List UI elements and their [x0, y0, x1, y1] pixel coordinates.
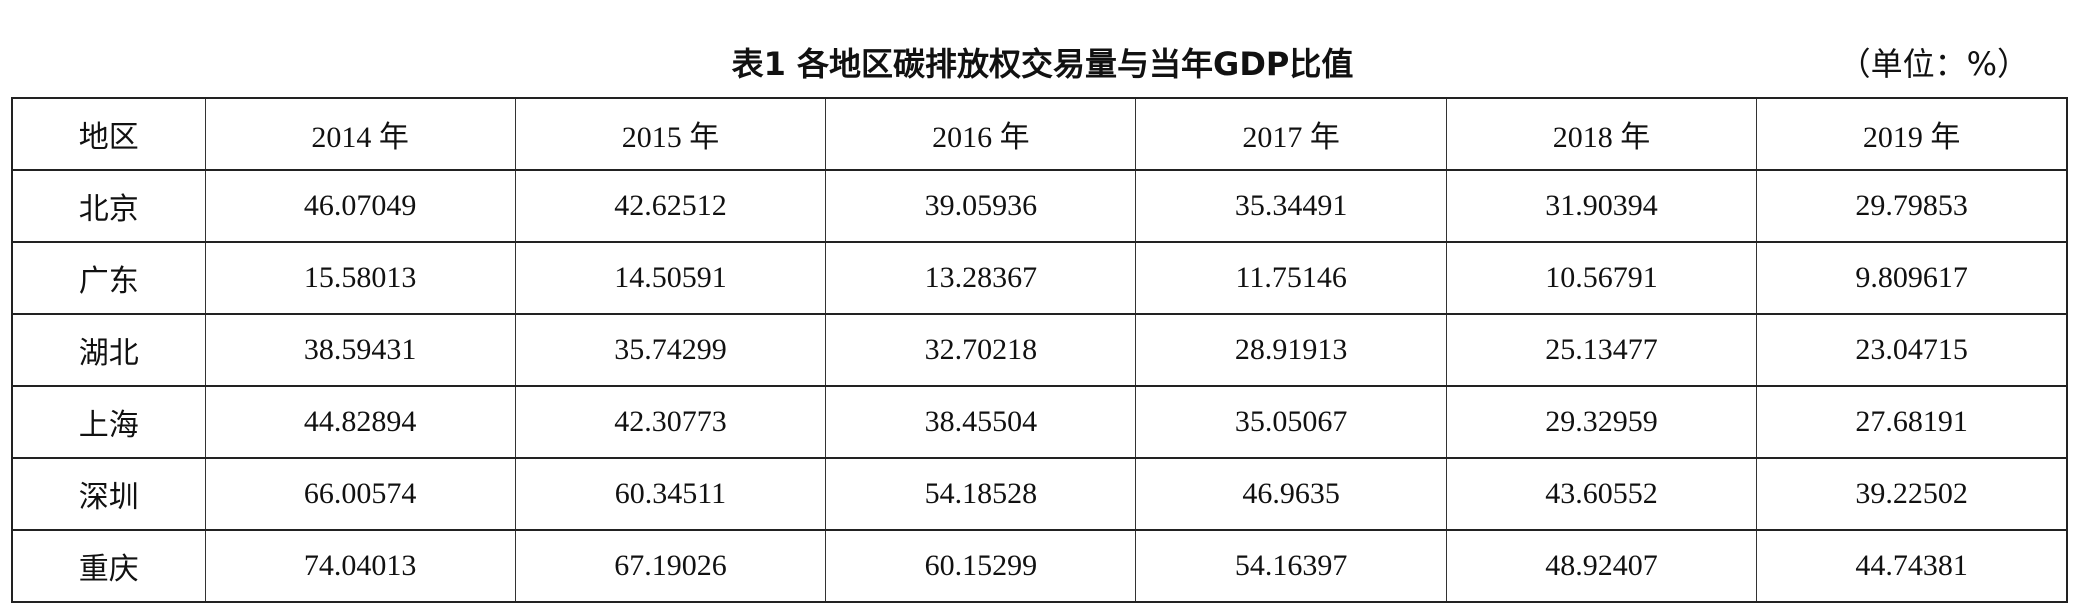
- data-row: 深圳 66.00574 60.34511 54.18528 46.9635 43.6055…: [11, 457, 2068, 531]
- value-cell: 42.30773: [514, 385, 827, 459]
- value-cell: 60.15299: [825, 529, 1137, 603]
- data-row: 北京 46.07049 42.62512 39.05936 35.34491 31.903…: [11, 169, 2068, 243]
- value-cell: 46.07049: [204, 169, 516, 243]
- value-cell: 10.56791: [1445, 241, 1758, 315]
- header-cell: 2019 年: [1756, 97, 2068, 171]
- value-cell: 35.05067: [1135, 385, 1447, 459]
- data-row: 广东 15.58013 14.50591 13.28367 11.75146 10.567…: [11, 241, 2068, 315]
- value-cell: 31.90394: [1445, 169, 1758, 243]
- data-row: 上海 44.82894 42.30773 38.45504 35.05067 29.329…: [11, 385, 2068, 459]
- value-cell: 27.68191: [1756, 385, 2068, 459]
- value-cell: 25.13477: [1445, 313, 1758, 387]
- value-cell: 74.04013: [204, 529, 516, 603]
- header-cell: 2015 年: [514, 97, 827, 171]
- value-cell: 44.82894: [204, 385, 516, 459]
- table-title: 表1 各地区碳排放权交易量与当年GDP比值: [731, 45, 1354, 83]
- value-cell: 48.92407: [1445, 529, 1758, 603]
- value-cell: 23.04715: [1756, 313, 2068, 387]
- value-cell: 38.45504: [825, 385, 1137, 459]
- header-cell: 2017 年: [1135, 97, 1447, 171]
- value-cell: 38.59431: [204, 313, 516, 387]
- value-cell: 32.70218: [825, 313, 1137, 387]
- value-cell: 39.22502: [1756, 457, 2068, 531]
- value-cell: 14.50591: [514, 241, 827, 315]
- region-cell: 上海: [11, 385, 206, 459]
- value-cell: 9.809617: [1756, 241, 2068, 315]
- value-cell: 42.62512: [514, 169, 827, 243]
- value-cell: 39.05936: [825, 169, 1137, 243]
- value-cell: 44.74381: [1756, 529, 2068, 603]
- region-cell: 湖北: [11, 313, 206, 387]
- header-row: 地区 2014 年 2015 年 2016 年 2017 年 2018 年 2019 年: [11, 97, 2068, 171]
- region-cell: 重庆: [11, 529, 206, 603]
- region-cell: 北京: [11, 169, 206, 243]
- region-cell: 广东: [11, 241, 206, 315]
- value-cell: 54.16397: [1135, 529, 1447, 603]
- value-cell: 67.19026: [514, 529, 827, 603]
- value-cell: 28.91913: [1135, 313, 1447, 387]
- header-cell: 2018 年: [1445, 97, 1758, 171]
- value-cell: 66.00574: [204, 457, 516, 531]
- header-cell: 2016 年: [825, 97, 1137, 171]
- value-cell: 60.34511: [514, 457, 827, 531]
- value-cell: 29.79853: [1756, 169, 2068, 243]
- data-table: 地区 2014 年 2015 年 2016 年 2017 年 2018 年 2019 年北京…: [11, 97, 2068, 603]
- region-cell: 地区: [11, 97, 206, 171]
- data-row: 重庆 74.04013 67.19026 60.15299 54.16397 48.924…: [11, 529, 2068, 603]
- value-cell: 43.60552: [1445, 457, 1758, 531]
- region-cell: 深圳: [11, 457, 206, 531]
- value-cell: 15.58013: [204, 241, 516, 315]
- value-cell: 35.34491: [1135, 169, 1447, 243]
- value-cell: 29.32959: [1445, 385, 1758, 459]
- value-cell: 13.28367: [825, 241, 1137, 315]
- data-row: 湖北 38.59431 35.74299 32.70218 28.91913 25.134…: [11, 313, 2068, 387]
- value-cell: 46.9635: [1135, 457, 1447, 531]
- value-cell: 11.75146: [1135, 241, 1447, 315]
- value-cell: 54.18528: [825, 457, 1137, 531]
- value-cell: 35.74299: [514, 313, 827, 387]
- unit-label: （单位：%）: [1838, 45, 2029, 83]
- header-cell: 2014 年: [204, 97, 516, 171]
